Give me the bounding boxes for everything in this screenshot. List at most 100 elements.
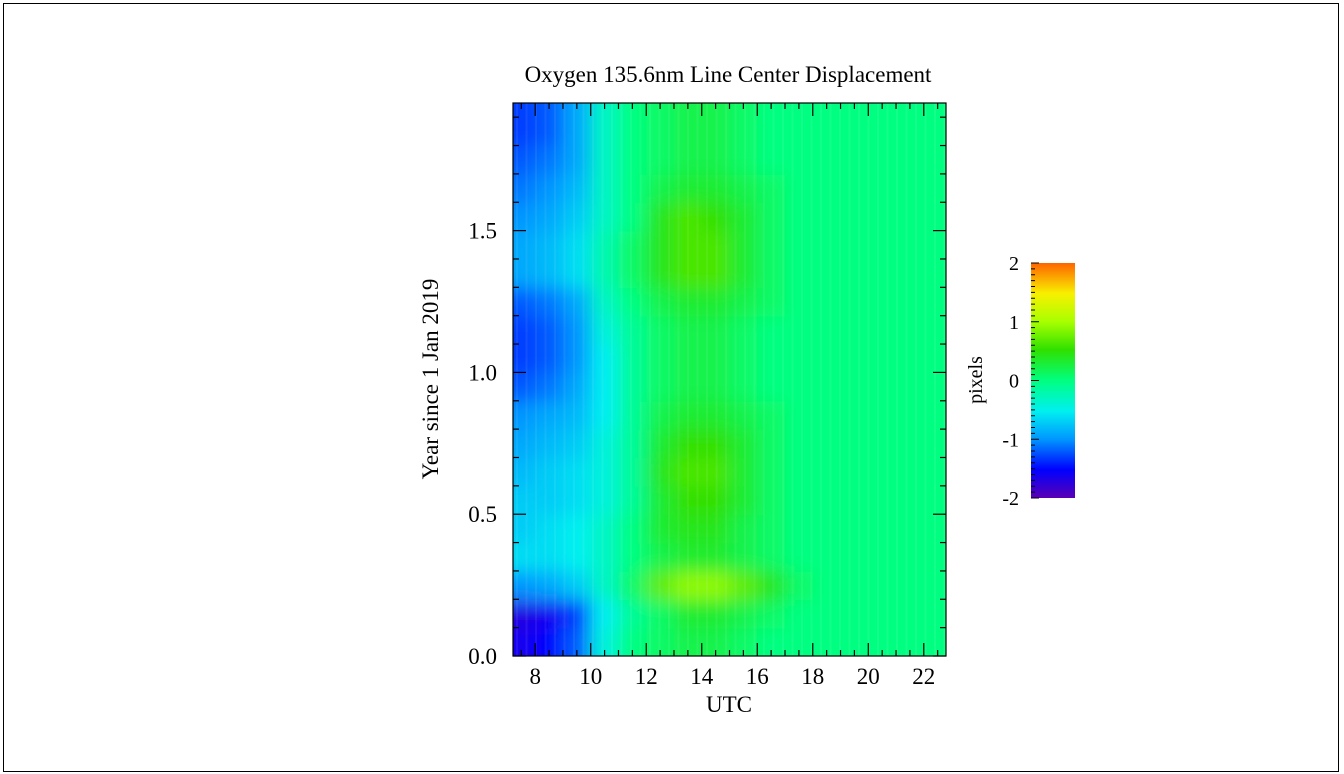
heatmap-cell	[590, 259, 620, 289]
heatmap-cell	[812, 173, 842, 204]
heatmap-cell	[513, 514, 536, 544]
heatmap-cell	[923, 145, 946, 175]
heatmap-cell	[513, 103, 536, 147]
heatmap-cell	[513, 599, 536, 629]
heatmap-cell	[896, 542, 925, 572]
heatmap-cell	[590, 103, 620, 147]
heatmap-cell	[923, 599, 946, 629]
heatmap-cell	[590, 344, 620, 374]
heatmap-cell	[868, 400, 897, 430]
heatmap-cell	[896, 259, 925, 289]
heatmap-cell	[590, 230, 620, 260]
heatmap-cell	[729, 542, 759, 572]
heatmap-cell	[868, 372, 897, 402]
heatmap-cell	[563, 514, 592, 544]
heatmap-cell	[618, 259, 648, 289]
heatmap-cell	[701, 230, 731, 260]
colorbar-ticks	[1031, 262, 1039, 499]
heatmap-cell	[618, 202, 648, 232]
heatmap-cell	[729, 103, 759, 147]
heatmap-cell	[535, 202, 564, 232]
heatmap-cell	[701, 287, 731, 317]
heatmap-cell	[701, 372, 731, 402]
heatmap-cell	[513, 457, 536, 487]
heatmap-cell	[785, 315, 814, 345]
heatmap-cell	[896, 287, 925, 317]
heatmap-cell	[535, 230, 564, 260]
heatmap-cell	[812, 344, 842, 374]
heatmap-cell	[840, 145, 870, 175]
heatmap-cell	[729, 230, 759, 260]
heatmap-cell	[840, 372, 870, 402]
heatmap-cell	[535, 429, 564, 459]
heatmap-cell	[785, 372, 814, 402]
heatmap-cell	[618, 542, 648, 572]
heatmap-cell	[840, 400, 870, 430]
heatmap-cell	[590, 315, 620, 345]
heatmap-cell	[535, 173, 564, 204]
heatmap-cell	[840, 103, 870, 147]
heatmap-cell	[757, 542, 786, 572]
heatmap-cell	[646, 457, 675, 487]
heatmap-cell	[590, 202, 620, 232]
heatmap-cell	[785, 599, 814, 629]
heatmap-cell	[618, 173, 648, 204]
heatmap-cell	[535, 315, 564, 345]
heatmap-cell	[590, 457, 620, 487]
heatmap-cell	[812, 372, 842, 402]
heatmap-cell	[868, 287, 897, 317]
heatmap-cell	[812, 400, 842, 430]
heatmap-cell	[513, 400, 536, 430]
heatmap-cell	[785, 230, 814, 260]
heatmap-cell	[812, 570, 842, 601]
heatmap-cell	[868, 599, 897, 629]
heatmap-cell	[896, 400, 925, 430]
heatmap-cell	[513, 287, 536, 317]
heatmap-cell	[729, 287, 759, 317]
heatmap-cell	[646, 259, 675, 289]
y-tick-label: 0.5	[468, 502, 497, 527]
heatmap-cell	[674, 145, 703, 175]
colorbar-tick-label: 2	[1009, 253, 1019, 275]
heatmap-cell	[896, 230, 925, 260]
heatmap-cell	[618, 145, 648, 175]
heatmap-cell	[701, 259, 731, 289]
heatmap-cell	[896, 202, 925, 232]
heatmap-cell	[785, 173, 814, 204]
heatmap-cell	[701, 145, 731, 175]
heatmap-cell	[757, 514, 786, 544]
heatmap-cell	[923, 400, 946, 430]
heatmap-cell	[701, 344, 731, 374]
heatmap-cell	[896, 173, 925, 204]
heatmap-cell	[923, 230, 946, 260]
heatmap-cell	[590, 400, 620, 430]
heatmap-cell	[729, 514, 759, 544]
y-axis-label: Year since 1 Jan 2019	[418, 279, 443, 480]
heatmap-cell	[674, 599, 703, 629]
heatmap-cell	[757, 344, 786, 374]
heatmap-cell	[535, 457, 564, 487]
heatmap-cell	[757, 599, 786, 629]
heatmap-cell	[590, 372, 620, 402]
heatmap-cell	[618, 230, 648, 260]
x-tick-label: 12	[635, 664, 658, 689]
heatmap-cell	[618, 457, 648, 487]
heatmap-cell	[868, 202, 897, 232]
heatmap-cell	[513, 315, 536, 345]
heatmap-cell	[923, 514, 946, 544]
heatmap-cell	[618, 315, 648, 345]
chart-title: Oxygen 135.6nm Line Center Displacement	[525, 62, 932, 87]
heatmap-cell	[785, 202, 814, 232]
colorbar-tick-label: 1	[1009, 312, 1019, 334]
heatmap-cell	[757, 287, 786, 317]
heatmap-cell	[674, 315, 703, 345]
heatmap-cell	[701, 173, 731, 204]
heatmap-cell	[646, 514, 675, 544]
heatmap-cell	[896, 485, 925, 515]
heatmap-cell	[840, 429, 870, 459]
heatmap-cell	[513, 429, 536, 459]
y-tick-label: 0.0	[468, 644, 497, 669]
heatmap-cell	[812, 103, 842, 147]
heatmap-cell	[701, 202, 731, 232]
